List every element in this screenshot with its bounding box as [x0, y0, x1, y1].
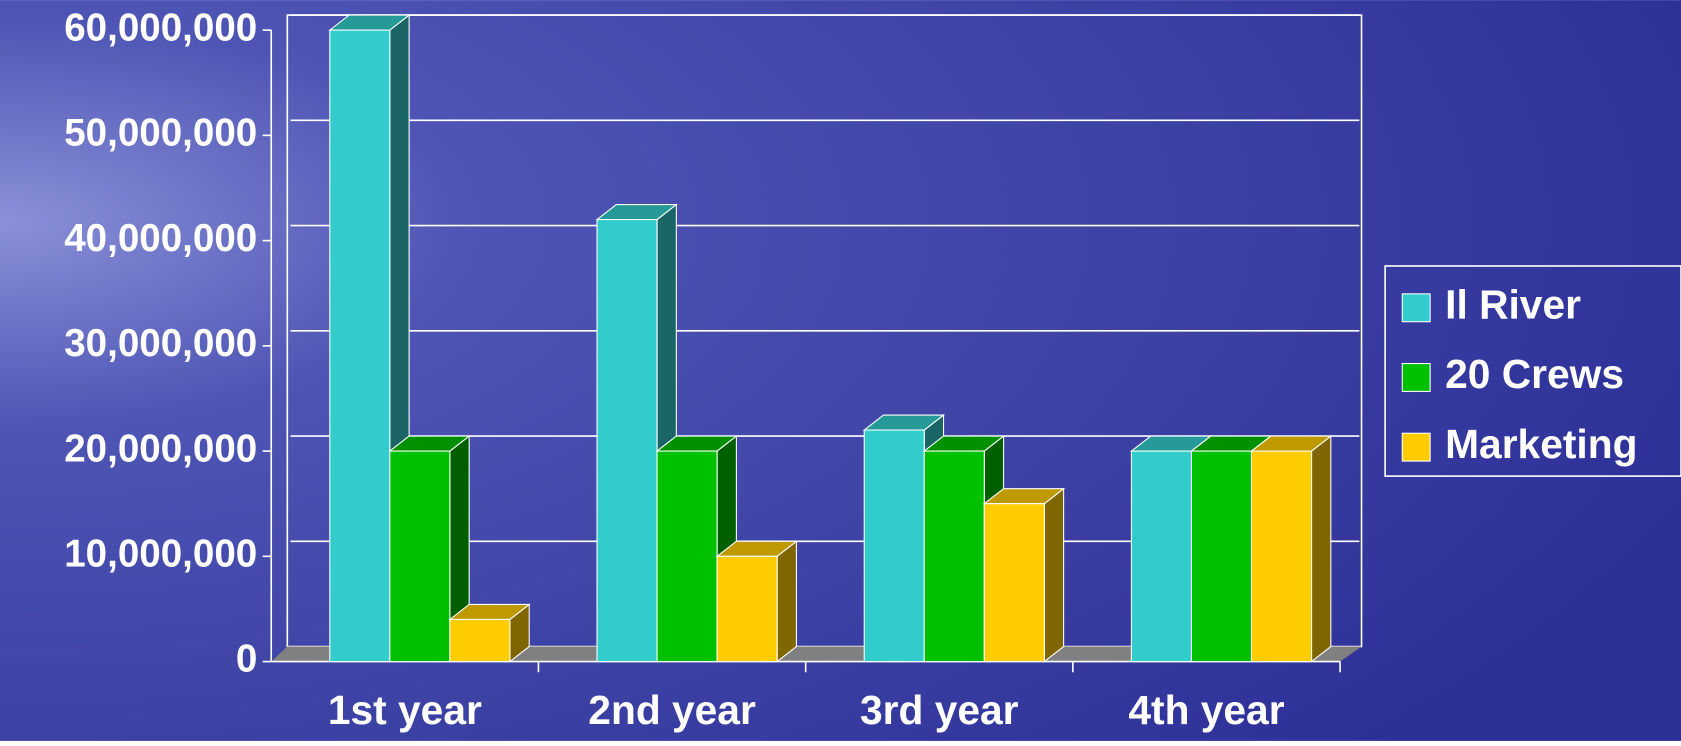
y-tick-label: 60,000,000 — [64, 6, 257, 49]
legend-swatch — [1402, 433, 1430, 461]
bar — [330, 30, 390, 661]
bar — [657, 451, 717, 661]
legend-swatch — [1402, 364, 1430, 392]
x-tick-label: 4th year — [1128, 687, 1284, 733]
bar-side — [1312, 436, 1331, 661]
y-tick-label: 0 — [236, 638, 257, 681]
legend-label: Marketing — [1445, 421, 1637, 467]
legend-swatch — [1402, 294, 1430, 322]
x-tick-label: 1st year — [328, 687, 482, 733]
bar — [597, 220, 657, 662]
bar — [984, 504, 1044, 662]
bar — [1252, 451, 1312, 661]
y-tick-label: 10,000,000 — [64, 533, 257, 576]
bar — [390, 451, 450, 661]
bar-side — [1044, 489, 1063, 662]
bar — [924, 451, 984, 661]
x-tick-label: 3rd year — [860, 687, 1019, 733]
legend-label: Il River — [1445, 282, 1581, 328]
bar — [717, 556, 777, 661]
bar — [450, 619, 510, 661]
y-tick-label: 50,000,000 — [64, 112, 257, 155]
bar-side — [777, 541, 796, 661]
bar — [864, 430, 924, 662]
bar — [1191, 451, 1251, 661]
y-tick-label: 30,000,000 — [64, 322, 257, 365]
x-tick-label: 2nd year — [588, 687, 756, 733]
y-tick-label: 40,000,000 — [64, 217, 257, 260]
chart: 0 10,000,000 20,000,000 30,000,000 40,000,00… — [0, 0, 1681, 741]
legend-label: 20 Crews — [1445, 351, 1624, 397]
bar — [1131, 451, 1191, 661]
y-tick-label: 20,000,000 — [64, 427, 257, 470]
page: 0 10,000,000 20,000,000 30,000,000 40,000,00… — [0, 0, 1681, 741]
